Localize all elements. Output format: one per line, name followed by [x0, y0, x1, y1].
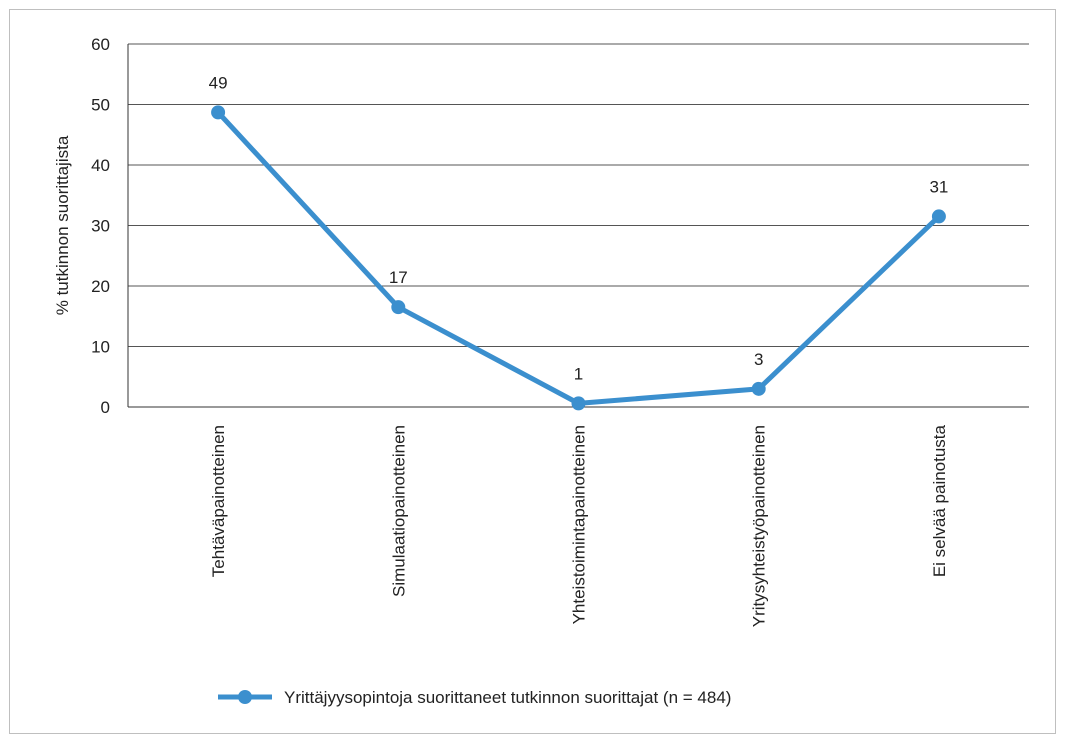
- legend: Yrittäjyysopintoja suorittaneet tutkinno…: [218, 688, 731, 707]
- data-label: 3: [754, 350, 763, 369]
- data-label: 49: [209, 73, 228, 92]
- x-tick-label: Yhteistoimintapainotteinen: [570, 425, 589, 624]
- x-axis-labels: Tehtäväpainotteinen Simulaatiopainotteine…: [209, 424, 949, 627]
- series-layer: [211, 105, 946, 411]
- x-tick-label: Yritysyhteistyöpainotteinen: [750, 425, 769, 627]
- data-point: [391, 300, 406, 315]
- chart-frame: [9, 9, 1056, 734]
- x-tick-label: Tehtäväpainotteinen: [209, 425, 228, 577]
- y-tick-label: 30: [91, 217, 110, 236]
- y-axis-ticks: 0 10 20 30 40 50 60: [91, 35, 110, 417]
- legend-swatch-marker: [238, 690, 252, 704]
- y-tick-label: 20: [91, 277, 110, 296]
- data-point: [751, 381, 766, 396]
- x-tick-label: Ei selvää painotusta: [930, 424, 949, 577]
- x-tick-label: Simulaatiopainotteinen: [389, 425, 408, 597]
- data-label: 17: [389, 268, 408, 287]
- data-labels: 49 17 1 3 31: [209, 73, 949, 383]
- data-point: [931, 209, 946, 224]
- data-point: [211, 105, 226, 120]
- y-tick-label: 50: [91, 96, 110, 115]
- data-point: [571, 396, 586, 411]
- y-axis-title: % tutkinnon suorittajista: [53, 135, 72, 315]
- y-tick-label: 40: [91, 156, 110, 175]
- legend-label: Yrittäjyysopintoja suorittaneet tutkinno…: [284, 688, 731, 707]
- y-tick-label: 10: [91, 338, 110, 357]
- data-label: 1: [574, 364, 583, 383]
- y-tick-label: 0: [101, 398, 110, 417]
- series-line: [215, 109, 942, 406]
- data-label: 31: [929, 177, 948, 196]
- y-tick-label: 60: [91, 35, 110, 54]
- gridlines: [127, 43, 1029, 408]
